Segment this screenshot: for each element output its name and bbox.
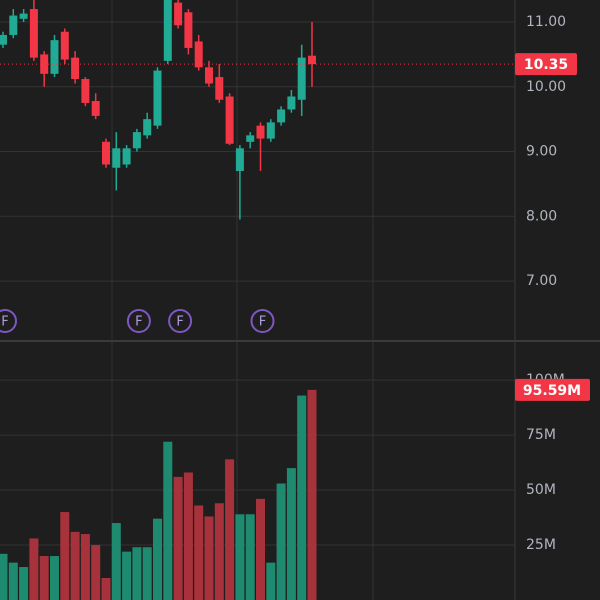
candle-body xyxy=(277,109,286,123)
volume-bar xyxy=(225,459,235,600)
candle-body xyxy=(205,67,213,84)
volume-bar xyxy=(297,395,307,600)
volume-bar xyxy=(276,483,286,600)
volume-bar xyxy=(142,547,152,600)
y-tick-label: 9.00 xyxy=(526,144,557,160)
event-label: F xyxy=(176,315,183,330)
volume-bar xyxy=(214,503,224,600)
volume-bar xyxy=(0,553,8,600)
volume-bar xyxy=(132,547,142,600)
candle-body xyxy=(132,132,141,149)
volume-bar xyxy=(70,531,80,600)
candle-body xyxy=(194,41,203,68)
last-volume-label: 95.59M xyxy=(523,383,581,399)
volume-bar xyxy=(266,562,276,600)
candle-body xyxy=(256,125,265,139)
y-tick-label: 75M xyxy=(526,427,556,443)
candle-body xyxy=(9,15,18,35)
candle-body xyxy=(91,101,100,116)
event-label: F xyxy=(259,315,266,330)
event-marker xyxy=(0,309,17,333)
volume-bar xyxy=(173,476,183,600)
event-marker xyxy=(250,309,275,333)
candle-body xyxy=(287,96,296,110)
volume-bar xyxy=(194,505,204,600)
volume-bar xyxy=(80,534,90,600)
event-label: F xyxy=(135,315,142,330)
volume-bar xyxy=(122,551,132,600)
volume-pane xyxy=(0,389,317,600)
last-volume-box xyxy=(515,378,590,401)
volume-bar xyxy=(60,512,70,600)
y-tick-label: 10.00 xyxy=(526,79,566,95)
candle-body xyxy=(225,96,234,144)
candle-body xyxy=(122,148,131,165)
volume-bar xyxy=(19,567,29,600)
candle-body xyxy=(143,119,152,136)
volume-bar xyxy=(111,523,121,600)
volume-bar xyxy=(29,538,39,600)
volume-bar xyxy=(235,514,245,600)
candle-body xyxy=(71,57,80,80)
candle-body xyxy=(60,31,69,60)
candle-body xyxy=(215,77,224,100)
candle-body xyxy=(81,79,90,103)
candle-body xyxy=(102,141,110,165)
volume-bar xyxy=(153,518,162,600)
y-tick-label: 8.00 xyxy=(526,208,557,224)
candle-body xyxy=(163,0,172,61)
volume-bar xyxy=(183,472,193,600)
y-tick-label: 25M xyxy=(526,537,556,553)
y-tick-label: 7.00 xyxy=(526,273,557,289)
candle-body xyxy=(297,57,306,100)
candle-body xyxy=(153,70,162,126)
candle-body xyxy=(19,13,28,19)
event-marker xyxy=(168,309,193,333)
y-tick-label: 11.00 xyxy=(526,14,566,30)
y-tick-label: 50M xyxy=(526,482,556,498)
candle-body xyxy=(112,148,121,168)
volume-bar xyxy=(101,578,111,600)
candle-body xyxy=(266,122,275,139)
volume-bar xyxy=(50,556,59,600)
volume-bar xyxy=(39,556,49,600)
volume-bar xyxy=(204,516,214,600)
volume-bar xyxy=(307,389,317,600)
volume-bar xyxy=(8,562,18,600)
volume-bar xyxy=(163,441,173,600)
event-label: F xyxy=(1,315,8,330)
candle-body xyxy=(50,40,59,74)
volume-bar xyxy=(286,468,296,600)
candle-body xyxy=(246,135,255,142)
candle-body xyxy=(0,34,7,45)
last-price-box xyxy=(515,53,577,76)
candle-body xyxy=(174,2,183,26)
candle-body xyxy=(308,55,316,65)
last-price-label: 10.35 xyxy=(524,57,568,73)
candle-body xyxy=(29,9,38,58)
volume-bar xyxy=(245,514,255,600)
volume-bar xyxy=(91,545,101,600)
candle-body xyxy=(184,12,193,48)
axis: 7.008.009.0010.0011.0010.3525M50M75M100M… xyxy=(515,14,590,553)
candle-body xyxy=(235,148,244,171)
event-marker xyxy=(126,309,151,333)
volume-bar xyxy=(256,498,265,600)
